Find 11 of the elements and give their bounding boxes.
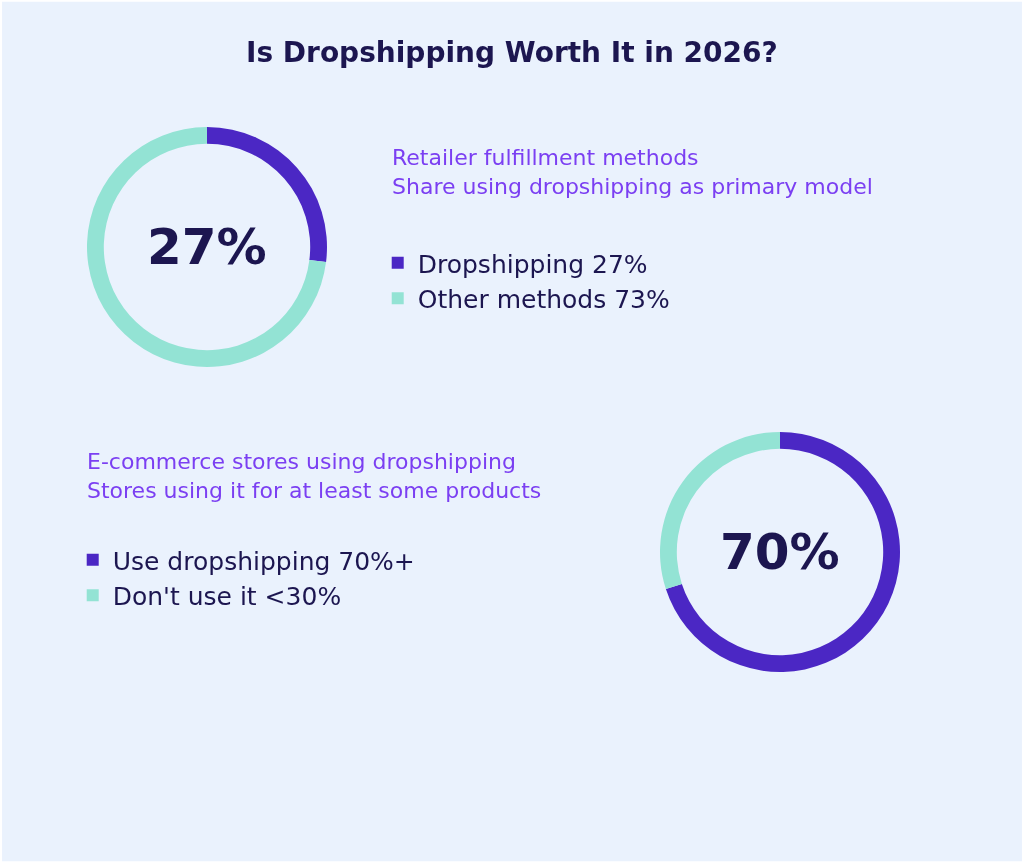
text: E-commerce stores using dropshipping Stores using it for at least some products [87, 449, 542, 503]
text: 27% [147, 218, 267, 276]
legend-label: Other methods 73% [417, 285, 670, 314]
legend-label: Don't use it <30% [112, 582, 342, 611]
legend-label: Dropshipping 27% [417, 249, 648, 279]
text: 70% [720, 523, 840, 581]
legend-label: Use dropshipping 70%+ [112, 546, 415, 576]
donut-slice [665, 432, 900, 672]
donut-slice [87, 127, 327, 367]
text: Retailer fulfillment methods Share using dropshipping as primary model [392, 145, 873, 199]
chart-title: Is Dropshipping Worth It in 2026? [246, 36, 778, 69]
